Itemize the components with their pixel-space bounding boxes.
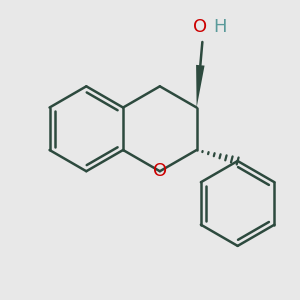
Text: O: O — [193, 18, 207, 36]
Text: O: O — [153, 162, 167, 180]
Polygon shape — [196, 65, 205, 107]
Text: H: H — [213, 18, 227, 36]
